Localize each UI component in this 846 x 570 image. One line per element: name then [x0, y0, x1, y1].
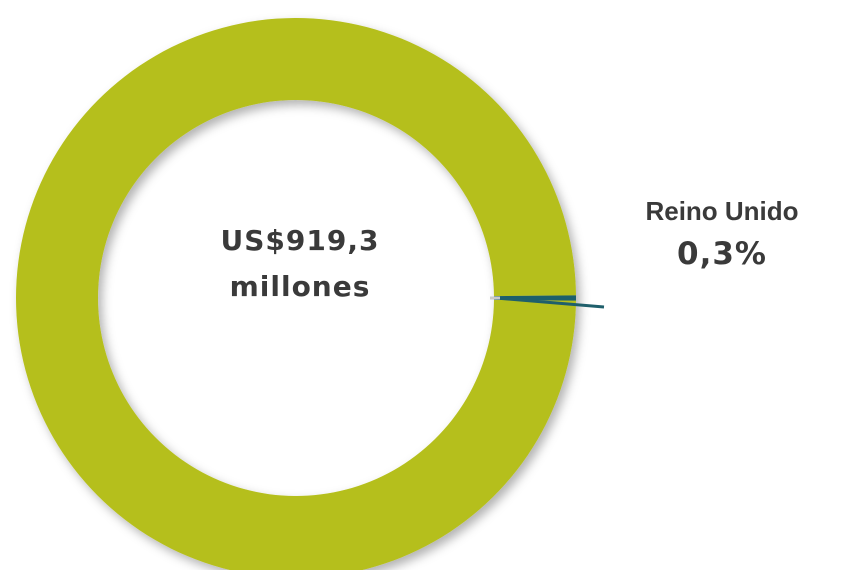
- center-total-value: US$919,3: [220, 224, 380, 257]
- leader-line-reino-unido: [495, 296, 605, 309]
- slice-label-name: Reino Unido: [645, 196, 799, 226]
- slice-main: [16, 18, 576, 570]
- slice-label-reino-unido: Reino Unido 0,3%: [612, 192, 832, 278]
- slice-label-percent: 0,3%: [677, 236, 767, 272]
- leader-lines: [490, 296, 605, 309]
- donut-center-total: US$919,3 millones: [150, 218, 450, 310]
- center-total-unit: millones: [229, 270, 371, 303]
